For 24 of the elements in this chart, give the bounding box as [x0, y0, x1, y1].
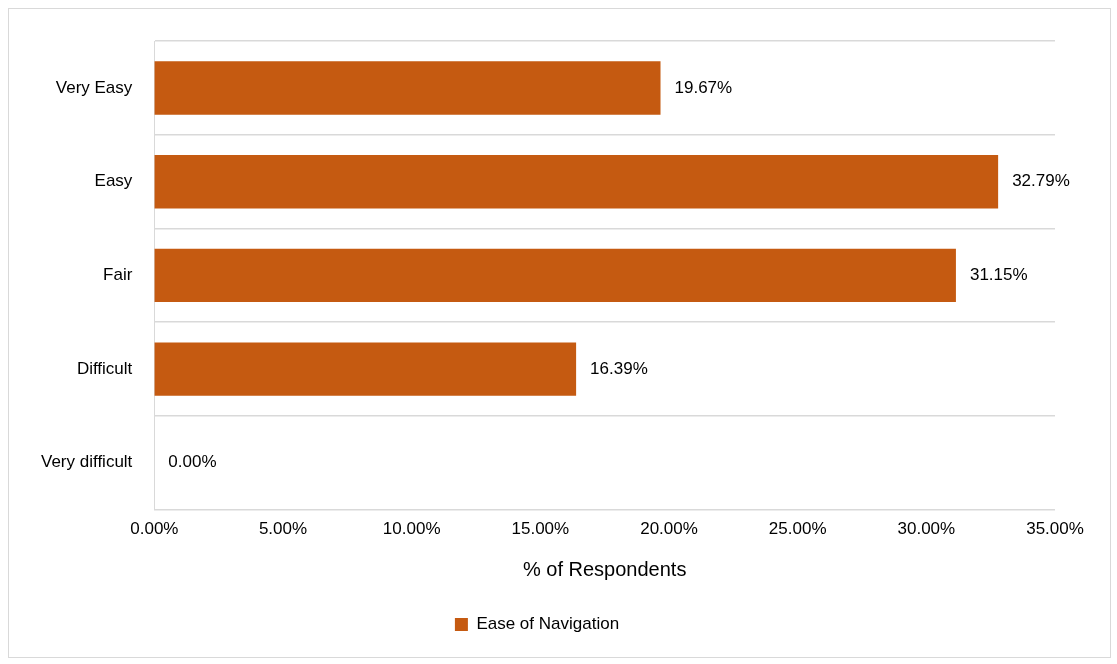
bar [154, 155, 999, 209]
data-label: 16.39% [590, 358, 648, 378]
x-tick-label: 35.00% [1026, 519, 1084, 539]
x-tick-label: 30.00% [897, 519, 956, 539]
data-label: 32.79% [1012, 171, 1070, 191]
x-tick-label: 5.00% [258, 519, 308, 539]
x-tick-label: 25.00% [768, 519, 827, 539]
x-tick-label: 0.00% [130, 519, 179, 539]
y-tick-label: Difficult [76, 358, 133, 378]
y-tick-label: Very Easy [55, 77, 133, 97]
x-tick-label: 10.00% [382, 519, 441, 539]
bar [154, 342, 577, 396]
bar [154, 248, 956, 303]
x-axis-title: % of Respondents [522, 557, 687, 580]
data-label: 0.00% [168, 452, 217, 472]
data-label: 19.67% [674, 77, 733, 97]
bar [154, 61, 661, 115]
y-tick-label: Fair [103, 265, 133, 285]
y-tick-label: Easy [94, 171, 133, 191]
legend-label: Ease of Navigation [476, 614, 620, 634]
x-tick-label: 20.00% [640, 519, 698, 539]
x-tick-label: 15.00% [511, 519, 570, 539]
data-label: 31.15% [969, 265, 1028, 285]
y-tick-label: Very difficult [41, 452, 133, 472]
